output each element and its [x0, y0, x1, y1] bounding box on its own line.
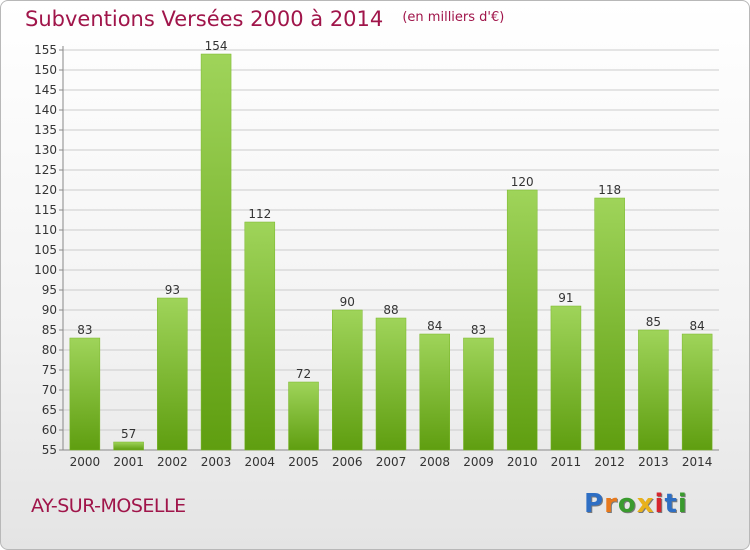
y-tick-label: 135 — [34, 123, 57, 137]
logo-letter: x — [636, 489, 655, 519]
bar-value-label: 84 — [689, 319, 704, 333]
bar-value-label: 90 — [340, 295, 355, 309]
bar — [463, 337, 494, 451]
x-tick-label: 2007 — [376, 455, 407, 469]
x-tick-label: 2014 — [682, 455, 713, 469]
x-tick-label: 2006 — [332, 455, 363, 469]
x-tick-label: 2003 — [201, 455, 232, 469]
bar — [244, 221, 276, 451]
bar-value-label: 83 — [77, 323, 92, 337]
bar-value-label: 112 — [248, 207, 271, 221]
x-tick-label: 2013 — [638, 455, 669, 469]
x-tick-label: 2009 — [463, 455, 494, 469]
y-tick-label: 150 — [34, 63, 57, 77]
y-tick-label: 65 — [42, 403, 57, 417]
y-tick-label: 90 — [42, 303, 57, 317]
bar — [594, 197, 625, 451]
y-tick-label: 60 — [42, 423, 57, 437]
title-row: Subventions Versées 2000 à 2014 (en mill… — [25, 7, 504, 31]
bar — [375, 317, 407, 451]
y-tick-label: 100 — [34, 263, 57, 277]
chart-subtitle: (en milliers d'€) — [402, 10, 505, 25]
bar — [113, 441, 144, 451]
bar — [200, 53, 232, 451]
bar — [506, 189, 538, 451]
bar-value-label: 85 — [646, 315, 661, 329]
y-tick-label: 130 — [34, 143, 57, 157]
x-tick-label: 2011 — [551, 455, 582, 469]
logo-letter: t — [664, 489, 678, 519]
x-tick-label: 2004 — [245, 455, 276, 469]
logo-letter: i — [654, 489, 665, 519]
bar-value-label: 88 — [383, 303, 398, 317]
logo-letter: P — [584, 489, 605, 519]
bar — [332, 309, 363, 451]
logo-letter: o — [617, 489, 637, 519]
y-tick-label: 120 — [34, 183, 57, 197]
y-tick-label: 110 — [34, 223, 57, 237]
bar — [419, 333, 450, 451]
y-tick-label: 75 — [42, 363, 57, 377]
bar — [638, 329, 669, 451]
y-tick-label: 125 — [34, 163, 57, 177]
bar — [550, 305, 582, 451]
y-tick-label: 55 — [42, 443, 57, 457]
y-tick-label: 95 — [42, 283, 57, 297]
y-tick-label: 140 — [34, 103, 57, 117]
y-tick-label: 70 — [42, 383, 57, 397]
y-tick-label: 80 — [42, 343, 57, 357]
bar — [157, 297, 188, 451]
bar-value-label: 93 — [165, 283, 180, 297]
y-tick-label: 145 — [34, 83, 57, 97]
bar-value-label: 91 — [558, 291, 573, 305]
bar-value-label: 83 — [471, 323, 486, 337]
x-tick-label: 2000 — [70, 455, 101, 469]
y-tick-label: 105 — [34, 243, 57, 257]
y-tick-label: 115 — [34, 203, 57, 217]
x-tick-label: 2005 — [288, 455, 319, 469]
bar-value-label: 84 — [427, 319, 442, 333]
bar-value-label: 118 — [598, 183, 621, 197]
chart-title: Subventions Versées 2000 à 2014 — [25, 7, 384, 31]
bar — [681, 333, 713, 451]
x-tick-label: 2001 — [113, 455, 144, 469]
y-tick-label: 155 — [34, 43, 57, 57]
bar — [69, 337, 101, 451]
proxiti-logo: Proxiti — [584, 489, 688, 519]
x-tick-label: 2002 — [157, 455, 188, 469]
bar-value-label: 72 — [296, 367, 311, 381]
bar-value-label: 120 — [511, 175, 534, 189]
x-tick-label: 2010 — [507, 455, 538, 469]
x-tick-label: 2008 — [419, 455, 450, 469]
logo-letter: i — [677, 489, 688, 519]
x-tick-label: 2012 — [594, 455, 625, 469]
bar-value-label: 57 — [121, 427, 136, 441]
bar-value-label: 154 — [205, 39, 228, 53]
logo-letter: r — [604, 489, 618, 519]
y-tick-label: 85 — [42, 323, 57, 337]
bar — [288, 381, 319, 451]
commune-name: AY-SUR-MOSELLE — [31, 495, 186, 517]
